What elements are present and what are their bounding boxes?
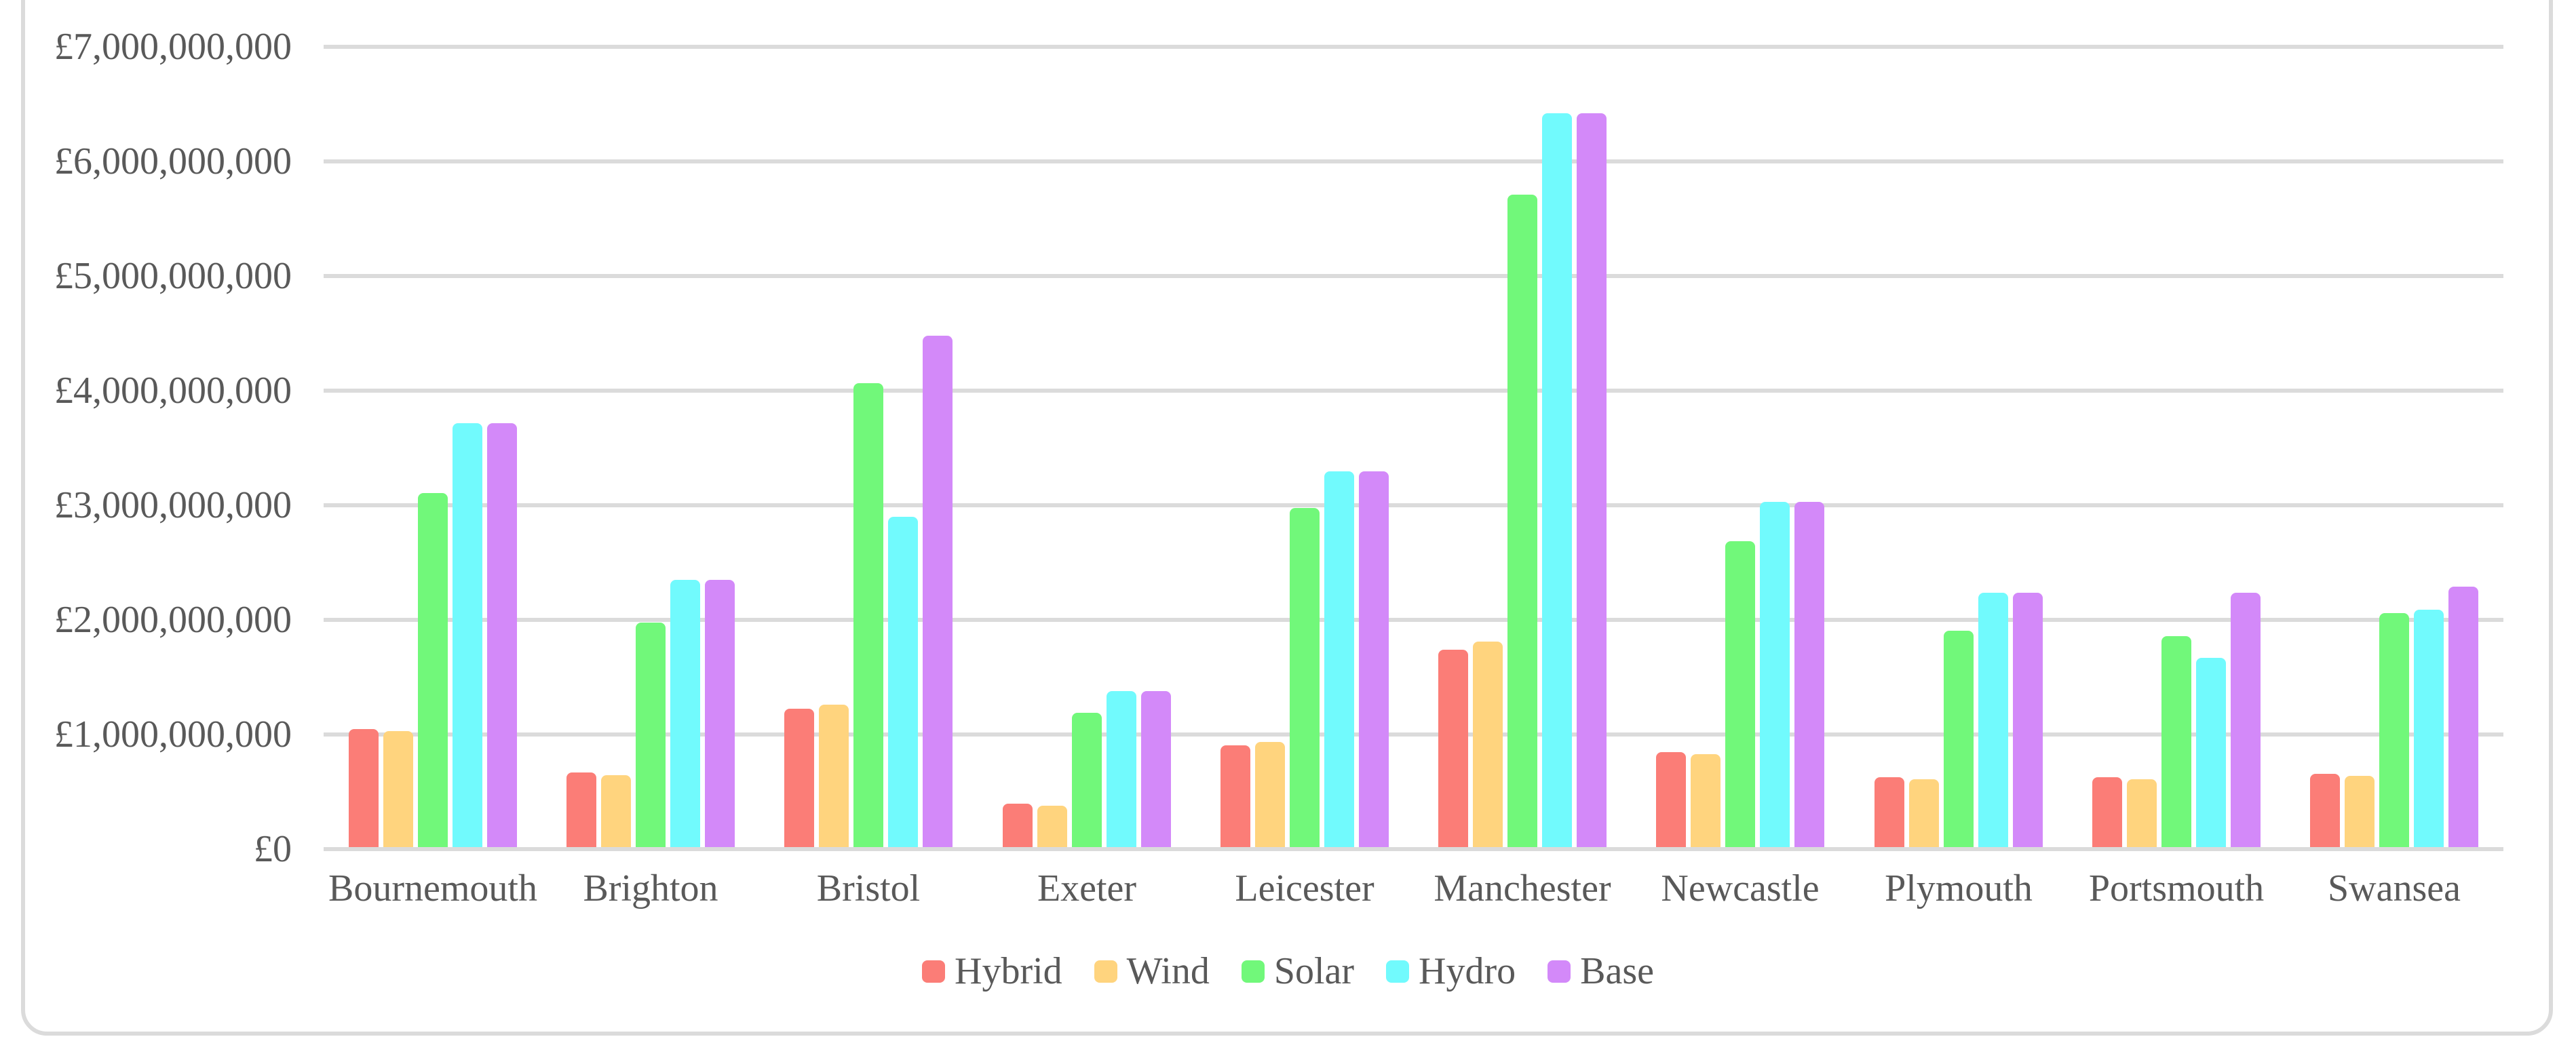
x-axis-category-label: Newcastle xyxy=(1661,867,1820,909)
y-axis-tick-label: £7,000,000,000 xyxy=(54,26,292,68)
y-axis-tick-label: £6,000,000,000 xyxy=(54,140,292,182)
bar-hybrid-bristol xyxy=(784,709,814,847)
bar-solar-swansea xyxy=(2379,613,2409,847)
gridline xyxy=(324,274,2503,278)
bar-hybrid-exeter xyxy=(1003,804,1033,847)
x-axis-category-label: Exeter xyxy=(1037,867,1137,909)
x-axis-category-label: Plymouth xyxy=(1885,867,2033,909)
bar-hydro-plymouth xyxy=(1978,593,2008,847)
bar-solar-newcastle xyxy=(1725,541,1755,847)
bar-wind-portsmouth xyxy=(2127,779,2157,847)
bar-hybrid-bournemouth xyxy=(349,729,379,847)
gridline xyxy=(324,45,2503,49)
bar-hydro-portsmouth xyxy=(2196,658,2226,847)
bar-wind-newcastle xyxy=(1691,754,1720,847)
bar-hybrid-portsmouth xyxy=(2092,777,2122,847)
legend-label: Wind xyxy=(1126,950,1210,992)
bar-solar-plymouth xyxy=(1944,631,1974,847)
bar-hybrid-plymouth xyxy=(1875,777,1904,847)
bar-base-manchester xyxy=(1577,113,1607,847)
bar-solar-brighton xyxy=(636,623,666,847)
legend-swatch-hybrid xyxy=(922,960,945,983)
y-axis-tick-label: £1,000,000,000 xyxy=(54,713,292,756)
y-axis-tick-label: £5,000,000,000 xyxy=(54,255,292,297)
y-axis-tick-label: £2,000,000,000 xyxy=(54,599,292,641)
gridline xyxy=(324,732,2503,737)
legend-swatch-solar xyxy=(1241,960,1265,983)
legend-item-wind: Wind xyxy=(1094,952,1210,990)
bar-base-bournemouth xyxy=(487,423,517,847)
bar-base-portsmouth xyxy=(2231,593,2261,847)
bar-hybrid-swansea xyxy=(2310,774,2340,847)
legend-item-hydro: Hydro xyxy=(1386,952,1516,990)
bar-base-swansea xyxy=(2448,587,2478,847)
legend-swatch-wind xyxy=(1094,960,1117,983)
y-axis-tick-label: £3,000,000,000 xyxy=(54,484,292,526)
gridline xyxy=(324,618,2503,622)
x-axis-category-label: Bristol xyxy=(816,867,921,909)
bar-solar-bournemouth xyxy=(418,493,448,847)
gridline xyxy=(324,389,2503,393)
bar-hybrid-newcastle xyxy=(1656,752,1686,847)
bar-wind-bristol xyxy=(819,705,849,847)
legend: Hybrid Wind Solar Hydro Base xyxy=(0,951,2576,992)
bar-wind-leicester xyxy=(1255,742,1285,847)
bar-hydro-bristol xyxy=(888,517,918,847)
bar-wind-bournemouth xyxy=(383,731,413,847)
bar-base-exeter xyxy=(1141,691,1171,847)
bar-wind-plymouth xyxy=(1909,779,1939,847)
legend-label: Hybrid xyxy=(955,950,1062,992)
bar-hybrid-leicester xyxy=(1220,745,1250,847)
x-axis-category-label: Leicester xyxy=(1235,867,1374,909)
bar-wind-brighton xyxy=(601,775,631,847)
legend-item-solar: Solar xyxy=(1241,950,1355,992)
gridline xyxy=(324,847,2503,851)
x-axis-category-label: Brighton xyxy=(583,867,718,909)
legend-label: Solar xyxy=(1273,950,1355,992)
gridline xyxy=(324,503,2503,507)
x-axis-category-label: Manchester xyxy=(1434,867,1611,909)
legend-label: Base xyxy=(1580,950,1654,992)
bar-wind-exeter xyxy=(1037,806,1067,847)
bar-hybrid-manchester xyxy=(1438,650,1468,847)
bar-hydro-swansea xyxy=(2414,610,2444,847)
bar-solar-exeter xyxy=(1072,713,1102,847)
bar-wind-manchester xyxy=(1473,642,1503,847)
x-axis-category-label: Portsmouth xyxy=(2088,867,2265,909)
y-axis-tick-label: £0 xyxy=(254,828,292,870)
x-axis-category-label: Bournemouth xyxy=(328,867,537,909)
x-axis-category-label: Swansea xyxy=(2328,867,2461,909)
bar-hydro-brighton xyxy=(670,580,700,847)
gridline xyxy=(324,159,2503,163)
legend-item-base: Base xyxy=(1547,952,1654,990)
bar-base-brighton xyxy=(705,580,735,847)
bar-solar-portsmouth xyxy=(2161,636,2191,847)
legend-swatch-hydro xyxy=(1386,960,1410,983)
bar-hydro-exeter xyxy=(1107,691,1136,847)
bar-base-newcastle xyxy=(1794,502,1824,847)
bar-solar-bristol xyxy=(853,383,883,847)
bar-hydro-manchester xyxy=(1542,113,1572,847)
bar-base-plymouth xyxy=(2013,593,2043,847)
bar-hybrid-brighton xyxy=(566,772,596,847)
bar-hydro-leicester xyxy=(1324,471,1354,847)
bar-solar-manchester xyxy=(1507,195,1537,847)
legend-label: Hydro xyxy=(1419,950,1516,992)
bar-solar-leicester xyxy=(1290,508,1320,847)
y-axis-tick-label: £4,000,000,000 xyxy=(54,370,292,412)
legend-item-hybrid: Hybrid xyxy=(922,952,1062,990)
legend-swatch-base xyxy=(1547,960,1571,983)
bar-hydro-newcastle xyxy=(1760,502,1790,847)
bar-base-bristol xyxy=(923,336,953,847)
bar-base-leicester xyxy=(1359,471,1389,847)
bar-wind-swansea xyxy=(2345,776,2375,847)
bar-hydro-bournemouth xyxy=(453,423,482,847)
